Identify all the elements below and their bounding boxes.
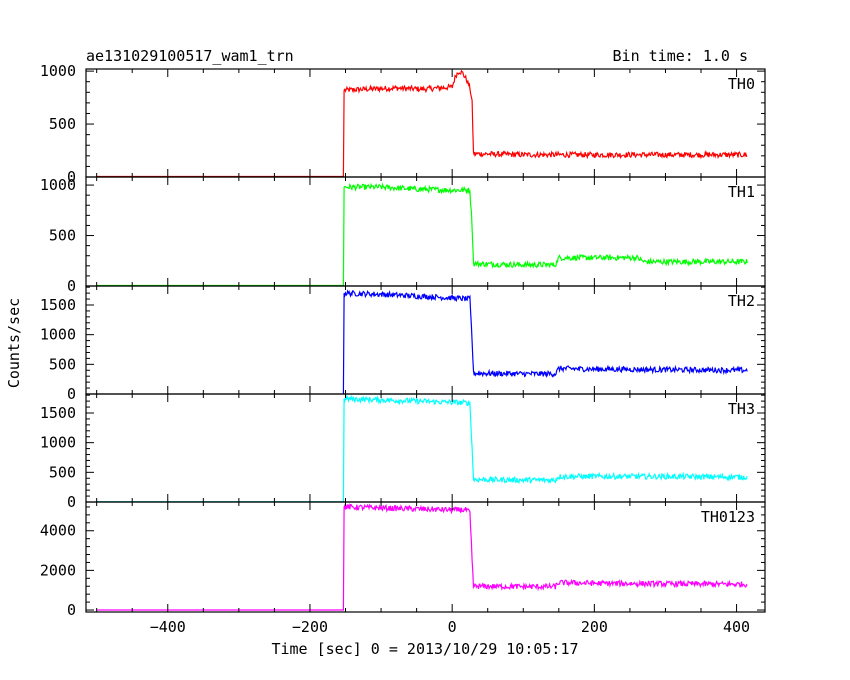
- series-line-th1: [96, 182, 748, 286]
- panel-label-th0: TH0: [728, 75, 755, 93]
- y-tick-label: 500: [49, 355, 76, 373]
- y-tick-label: 1000: [40, 62, 76, 80]
- y-axis-label: Counts/sec: [5, 298, 23, 388]
- x-tick-label: 200: [581, 618, 608, 636]
- x-axis-label: Time [sec] 0 = 2013/10/29 10:05:17: [271, 640, 578, 658]
- y-tick-label: 0: [67, 493, 76, 511]
- y-tick-label: 4000: [40, 522, 76, 540]
- panel-frame-th3: [85, 393, 766, 503]
- y-tick-label: 1000: [40, 326, 76, 344]
- series-line-th0: [96, 69, 748, 177]
- panel-th0: TH0 0 500 1000: [40, 62, 766, 186]
- y-tick-label: 0: [67, 168, 76, 186]
- bin-time-label: Bin time: 1.0 s: [613, 47, 748, 65]
- panel-frame-th1: [85, 176, 766, 287]
- x-tick-label: 0: [448, 618, 457, 636]
- y-tick-label: 1500: [40, 404, 76, 422]
- panel-label-th3: TH3: [728, 400, 755, 418]
- y-tick-label: 1500: [40, 296, 76, 314]
- y-tick-label: 1000: [40, 434, 76, 452]
- panel-label-th2: TH2: [728, 292, 755, 310]
- panel-frame-th0123: [85, 501, 766, 613]
- series-line-th3: [96, 394, 748, 502]
- y-tick-label: 500: [49, 115, 76, 133]
- panel-th0123: TH0123 0 2000 4000 −400 −200 0 200 400: [40, 501, 766, 636]
- y-tick-label: 1000: [40, 176, 76, 194]
- y-tick-label: 2000: [40, 561, 76, 579]
- y-tick-label: 500: [49, 463, 76, 481]
- y-tick-label: 0: [67, 385, 76, 403]
- series-line-th2: [342, 289, 748, 394]
- panel-frame-th0: [85, 68, 766, 178]
- panel-th3: TH3 0 500 1000 1500: [40, 393, 766, 511]
- panel-label-th1: TH1: [728, 183, 755, 201]
- panels-layer: TH005001000TH105001000TH2050010001500TH3…: [40, 62, 766, 636]
- panel-th2: TH2 0 500 1000 1500: [40, 285, 766, 403]
- y-tick-label: 0: [67, 601, 76, 619]
- x-tick-label: 400: [723, 618, 750, 636]
- y-tick-label: 500: [49, 227, 76, 245]
- series-line-th0123: [96, 502, 748, 611]
- y-tick-label: 0: [67, 277, 76, 295]
- x-tick-label: −200: [292, 618, 328, 636]
- panel-th1: TH1 0 500 1000: [40, 176, 766, 295]
- chart-title: ae131029100517_wam1_trn: [86, 47, 294, 65]
- panel-frame-th2: [85, 285, 766, 395]
- x-tick-label: −400: [150, 618, 186, 636]
- panel-label-th0123: TH0123: [701, 508, 755, 526]
